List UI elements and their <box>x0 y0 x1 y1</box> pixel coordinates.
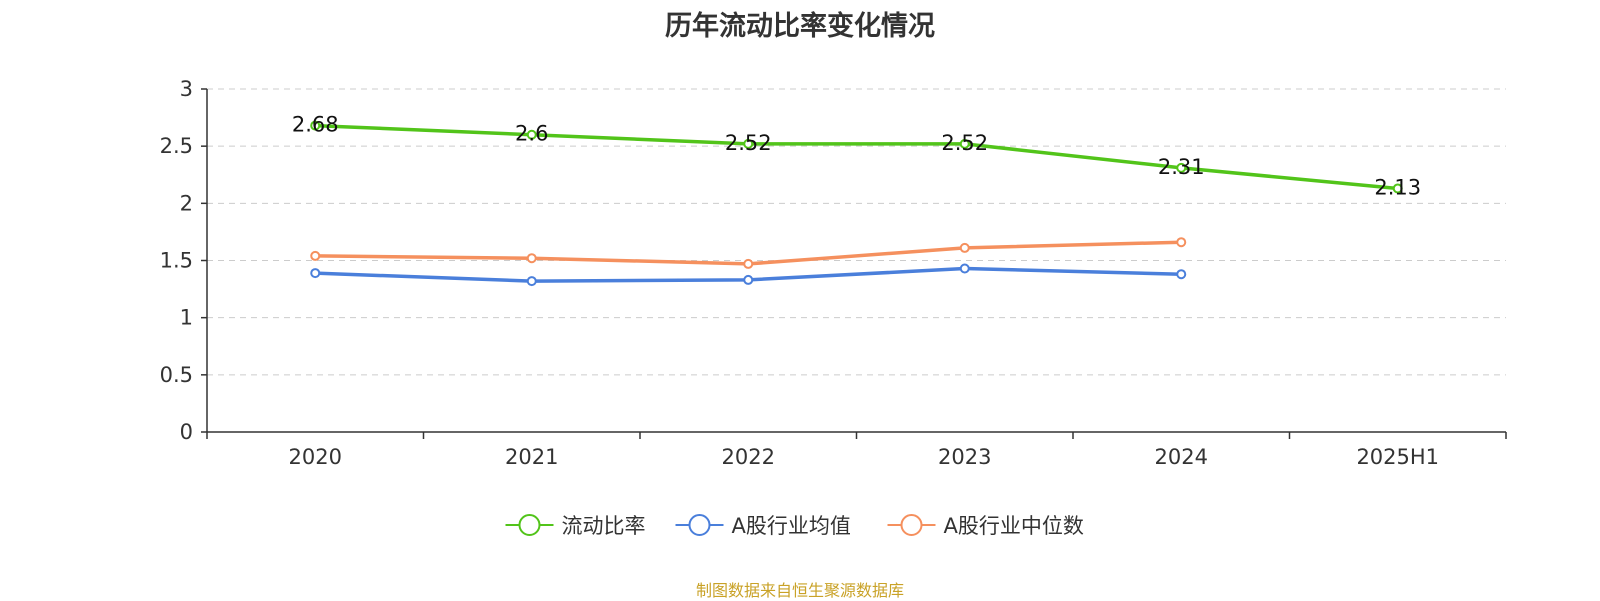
legend-label: A股行业中位数 <box>944 514 1084 538</box>
legend-item-2[interactable]: A股行业中位数 <box>887 514 1084 538</box>
data-point[interactable] <box>526 129 537 140</box>
data-label: 2.52 <box>725 131 772 155</box>
axes: 0 0.5 1 1.5 2 2.5 3 2020 2021 2022 2023 2024 2025H1 <box>160 77 1507 469</box>
legend-item-0[interactable]: 流动比率 <box>505 514 646 538</box>
legend-label: 流动比率 <box>562 514 646 538</box>
data-point[interactable] <box>1176 162 1187 173</box>
data-label: 2.13 <box>1374 175 1421 199</box>
data-point[interactable] <box>1392 183 1403 194</box>
data-point[interactable] <box>743 138 754 149</box>
grid-lines <box>207 88 1506 376</box>
data-point[interactable] <box>743 274 754 285</box>
y-tick-label: 3 <box>180 77 193 101</box>
data-point[interactable] <box>526 253 537 264</box>
x-tick-label: 2024 <box>1155 445 1208 469</box>
data-point[interactable] <box>1176 237 1187 248</box>
chart-title: 历年流动比率变化情况 <box>665 11 935 42</box>
y-tick-label: 0 <box>180 420 193 444</box>
legend-label: A股行业均值 <box>732 514 851 538</box>
data-point[interactable] <box>959 138 970 149</box>
data-point[interactable] <box>310 120 321 131</box>
data-point[interactable] <box>310 268 321 279</box>
y-tick-label: 2.5 <box>160 134 193 158</box>
data-label: 2.52 <box>941 131 988 155</box>
series-line-0 <box>315 123 1398 191</box>
x-tick-label: 2020 <box>289 445 342 469</box>
data-point[interactable] <box>526 276 537 287</box>
x-tick-label: 2021 <box>505 445 558 469</box>
source-note: 制图数据来自恒生聚源数据库 <box>695 581 904 600</box>
data-label: 2.31 <box>1158 155 1205 179</box>
data-point[interactable] <box>743 258 754 269</box>
y-tick-label: 1.5 <box>160 249 193 273</box>
x-tick-label: 2025H1 <box>1356 445 1439 469</box>
y-tick-label: 2 <box>180 191 193 215</box>
legend-item-1[interactable]: A股行业均值 <box>675 514 851 538</box>
data-label: 2.6 <box>515 122 548 146</box>
y-tick-label: 0.5 <box>160 363 193 387</box>
x-tick-label: 2023 <box>938 445 991 469</box>
y-tick-label: 1 <box>180 306 193 330</box>
legend-marker <box>518 514 541 536</box>
x-tick-label: 2022 <box>722 445 775 469</box>
legend-marker <box>900 514 923 536</box>
data-label: 2.68 <box>292 113 339 137</box>
data-point[interactable] <box>959 263 970 274</box>
data-point[interactable] <box>959 242 970 253</box>
series-lines <box>310 120 1403 287</box>
data-point[interactable] <box>310 250 321 261</box>
data-point[interactable] <box>1176 269 1187 280</box>
legend-marker <box>688 514 711 536</box>
legend[interactable]: 流动比率 A股行业均值 A股行业中位数 <box>505 514 1084 538</box>
data-labels: 2.68 2.6 2.52 2.52 2.31 2.13 <box>292 113 1421 200</box>
